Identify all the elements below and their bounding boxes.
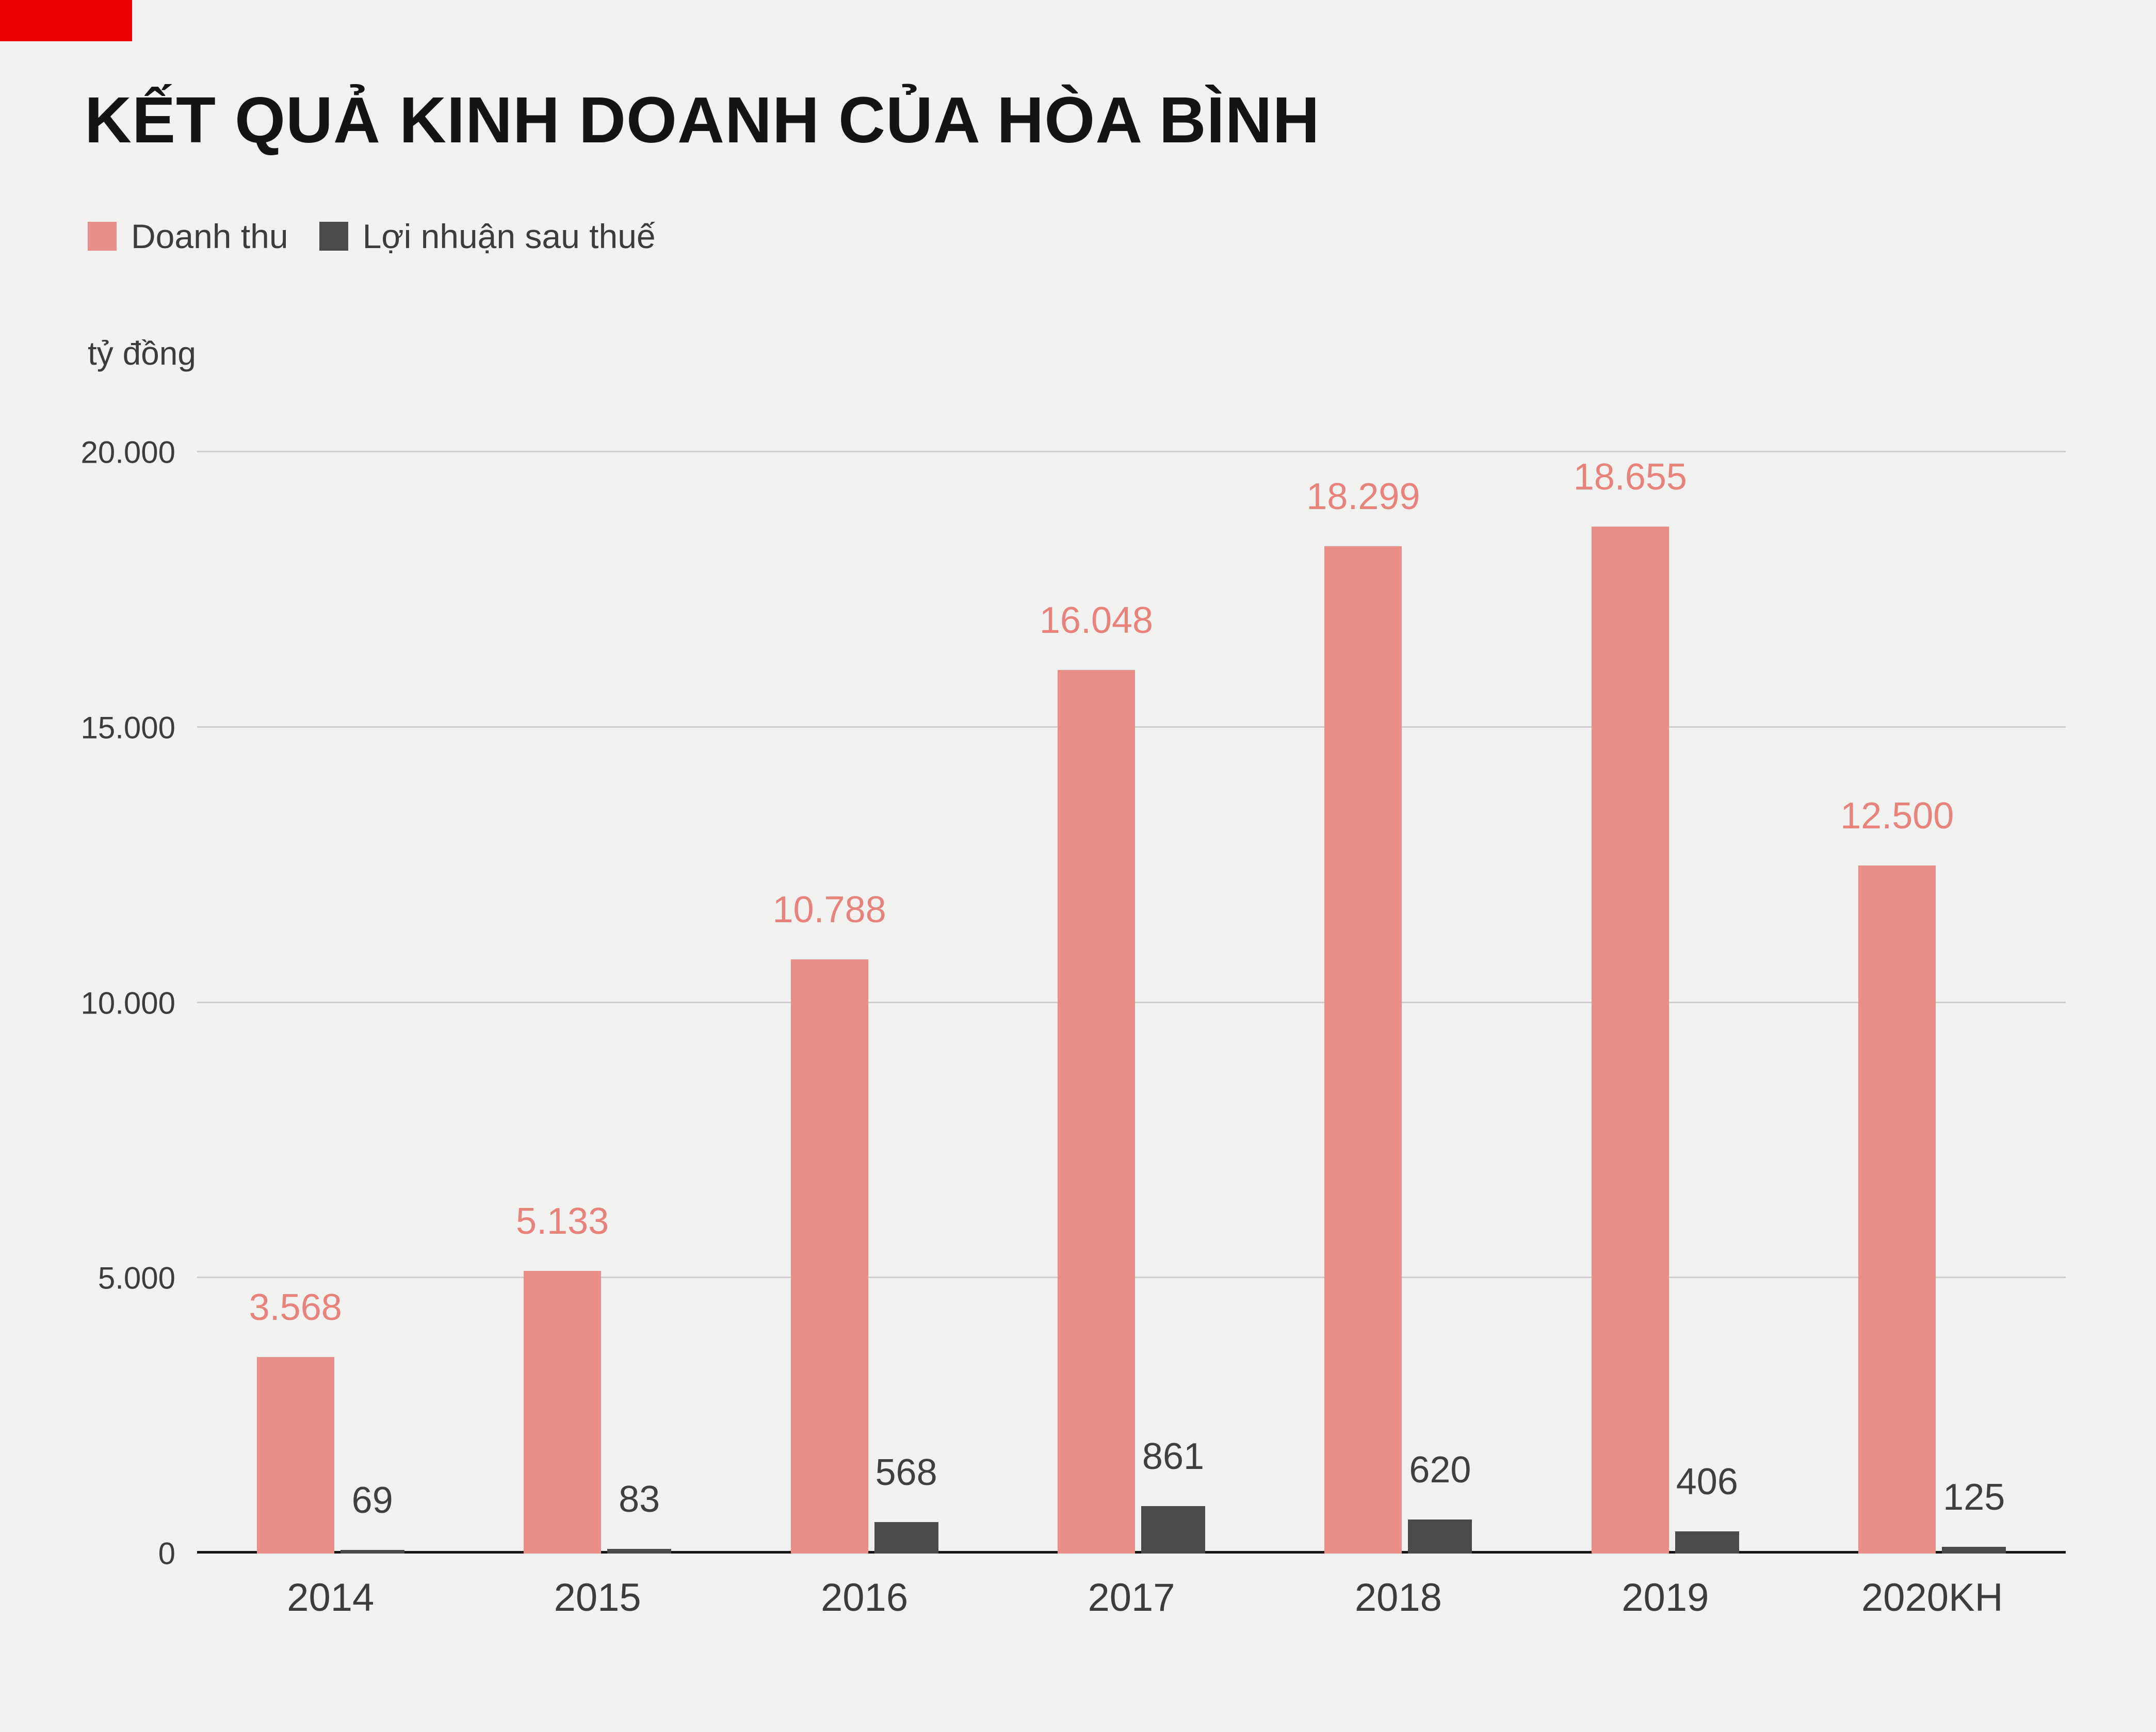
data-label-loi-nhuan-sau-thue-2020kh: 125: [1943, 1476, 2005, 1518]
data-label-loi-nhuan-sau-thue-2018: 620: [1409, 1449, 1471, 1491]
data-label-loi-nhuan-sau-thue-2017: 861: [1142, 1436, 1205, 1478]
y-tick-label: 5.000: [98, 1261, 175, 1296]
x-tick-label-2015: 2015: [554, 1576, 641, 1620]
y-tick-label: 10.000: [80, 986, 175, 1020]
bars: 3.568 69 5.133 83 10.788 568 16.048 861 18.299 62…: [197, 452, 2066, 1554]
data-label-doanh-thu-2020kh: 12.500: [1840, 795, 1954, 837]
data-label-doanh-thu-2019: 18.655: [1573, 456, 1687, 498]
data-label-loi-nhuan-sau-thue-2015: 83: [619, 1479, 660, 1521]
bar-loi-nhuan-sau-thue-2016: 568: [874, 1452, 938, 1554]
data-label-doanh-thu-2017: 16.048: [1039, 599, 1154, 641]
legend-item-loi-nhuan-sau-thue: Lợi nhuận sau thuế: [319, 217, 656, 256]
bar-doanh-thu-2020kh: 12.500: [1840, 795, 1954, 1554]
y-tick-label: 15.000: [80, 710, 175, 745]
y-tick-label: 0: [158, 1536, 175, 1571]
bar-loi-nhuan-sau-thue-2015: 83: [607, 1479, 672, 1554]
bar-loi-nhuan-sau-thue-2017: 861: [1141, 1436, 1205, 1554]
x-tick-label-2016: 2016: [821, 1576, 909, 1620]
x-tick-label-2018: 2018: [1354, 1576, 1442, 1620]
bar-doanh-thu-2016: 10.788: [772, 889, 886, 1554]
data-label-doanh-thu-2015: 5.133: [516, 1201, 609, 1243]
data-label-loi-nhuan-sau-thue-2019: 406: [1676, 1461, 1738, 1502]
x-tick-label-2019: 2019: [1622, 1576, 1709, 1620]
bar-group-2018: 18.299 620: [1265, 452, 1532, 1554]
gridline: [197, 451, 2066, 452]
legend-swatch-loi-nhuan-sau-thue: [319, 222, 348, 251]
x-tick-label-2020kh: 2020KH: [1861, 1576, 2003, 1620]
y-tick-label: 20.000: [80, 435, 175, 470]
bar-doanh-thu-2019: 18.655: [1574, 456, 1687, 1554]
chart-title: KẾT QUẢ KINH DOANH CỦA HÒA BÌNH: [85, 84, 1320, 156]
legend-label: Doanh thu: [131, 217, 288, 255]
x-tick-label-2014: 2014: [287, 1576, 375, 1620]
bar-loi-nhuan-sau-thue-2019: 406: [1675, 1461, 1739, 1554]
bar-group-2015: 5.133 83: [464, 452, 731, 1554]
bar-group-2019: 18.655 406: [1532, 452, 1798, 1554]
bar-group-2014: 3.568 69: [197, 452, 464, 1554]
bar-doanh-thu-2017: 16.048: [1040, 600, 1153, 1554]
data-label-doanh-thu-2018: 18.299: [1306, 476, 1420, 517]
x-axis-labels: 2014 2015 2016 2017 2018 2019 2020KH: [197, 1554, 2066, 1620]
unit-label: tỷ đồng: [88, 335, 196, 372]
bar-loi-nhuan-sau-thue-2018: 620: [1408, 1449, 1472, 1554]
bar-group-2016: 10.788 568: [731, 452, 998, 1554]
data-label-loi-nhuan-sau-thue-2016: 568: [875, 1452, 937, 1494]
x-tick-label-2017: 2017: [1088, 1576, 1175, 1620]
bar-group-2020kh: 12.500 125: [1799, 452, 2066, 1554]
data-label-doanh-thu-2014: 3.568: [249, 1287, 342, 1329]
bar-doanh-thu-2018: 18.299: [1306, 476, 1420, 1554]
plot-area: 0 5.000 10.000 15.000 20.000 3.568 69 5.133 83 1…: [80, 435, 2066, 1620]
bar-loi-nhuan-sau-thue-2020kh: 125: [1942, 1477, 2006, 1554]
brand-corner-block: [0, 0, 132, 41]
legend-swatch-doanh-thu: [88, 222, 117, 251]
bar-doanh-thu-2014: 3.568: [249, 1287, 342, 1554]
bar-group-2017: 16.048 861: [998, 452, 1265, 1554]
data-label-doanh-thu-2016: 10.788: [772, 889, 886, 931]
data-label-loi-nhuan-sau-thue-2014: 69: [351, 1479, 393, 1521]
legend: Doanh thu Lợi nhuận sau thuế: [88, 217, 656, 256]
bar-doanh-thu-2015: 5.133: [516, 1201, 609, 1554]
bar-loi-nhuan-sau-thue-2014: 69: [340, 1480, 404, 1554]
legend-item-doanh-thu: Doanh thu: [88, 217, 288, 256]
legend-label: Lợi nhuận sau thuế: [362, 217, 656, 255]
